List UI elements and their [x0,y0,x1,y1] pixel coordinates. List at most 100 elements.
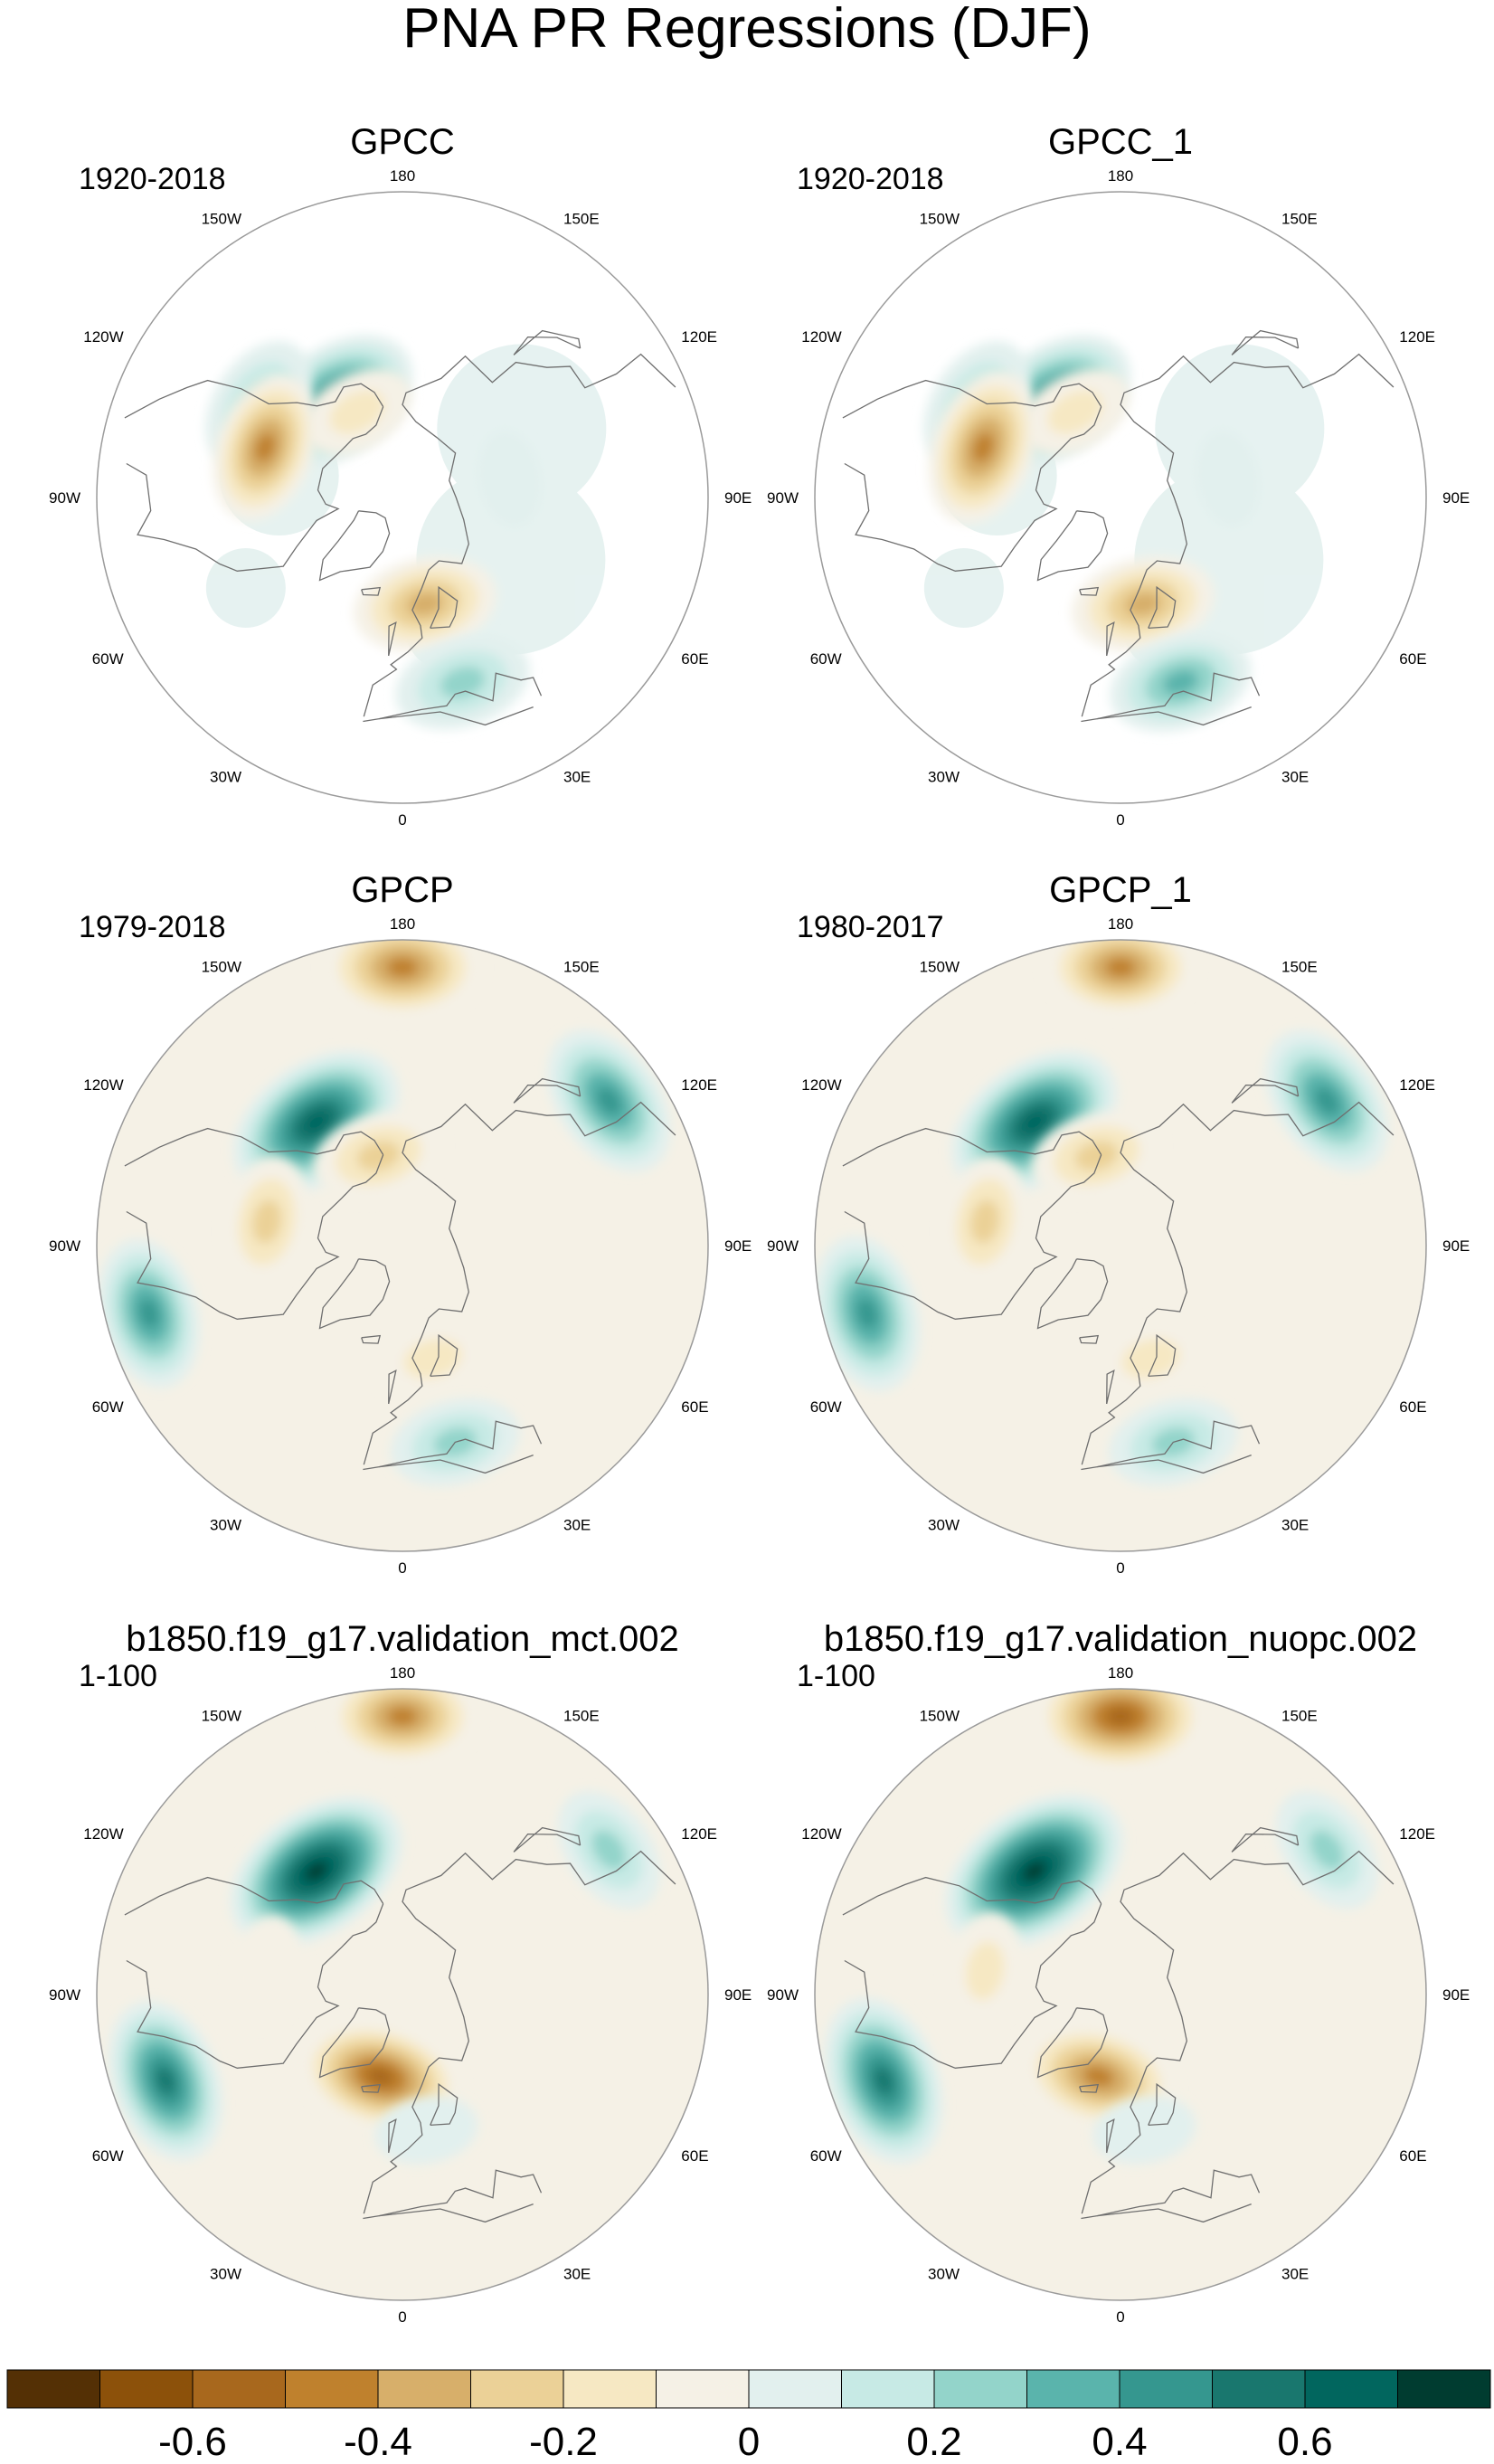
coastline [1148,2082,1177,2127]
longitude-label: 90E [724,489,752,507]
longitude-label: 120W [83,1076,123,1094]
longitude-label: 30W [928,1516,960,1533]
period-label: 1979-2018 [79,910,226,944]
longitude-label: 60E [1399,1398,1426,1416]
longitude-label: 120E [681,1825,717,1843]
map-background [97,1689,708,2300]
colorbar-tick-label: 0.6 [1277,2420,1332,2464]
coastline [1036,510,1109,582]
coastline [1148,585,1177,630]
anomaly-blob: East Asia: 0.3 [557,1791,660,1910]
anomaly-blob: Canada interior: -0.5 [928,371,1038,525]
longitude-label: 90W [49,1237,80,1255]
longitude-label: 120E [1399,1825,1435,1843]
coastline [318,510,391,582]
anomaly-blob: Europe: 0.1 [1092,2096,1196,2165]
colorbar-tick-label: -0.4 [344,2420,412,2464]
longitude-label: 60W [92,650,124,668]
panel-gpcc-1: Gulf of Alaska coast: 0.6Alaska interior… [767,122,1470,829]
coastlines [124,329,676,726]
longitude-label: 150E [563,959,600,976]
coastline [363,1454,534,1474]
panel-gpcp-1: Subtropical North Pacific: -0.45Gulf of … [767,870,1470,1577]
longitude-label: 0 [398,1559,406,1577]
longitude-label: 90W [49,489,80,507]
longitude-label: 30E [563,768,591,785]
longitude-label: 30W [928,768,960,785]
anomaly-blob: Gulf of Alaska: 0.8 [944,1794,1124,1949]
anomaly-blob: Subtropical Atlantic: 0.55 [108,2001,223,2161]
coastline [388,2118,397,2154]
anomaly-blob: Subtropical Atlantic: 0.45 [98,1238,200,1388]
colorbar-swatch [841,2369,935,2409]
coastline [126,1154,384,1320]
longitude-label: 60W [810,650,842,668]
longitude-label: 180 [1108,1664,1133,1682]
longitude-label: 150E [1281,959,1318,976]
coastline [1231,329,1300,355]
longitude-label: 120W [801,328,841,346]
coastline [1081,706,1252,726]
anomaly-blob: Subtropical Atlantic: 0.6 [824,1997,943,2164]
colorbar-swatch [192,2369,286,2409]
longitude-label: 150W [920,211,960,228]
longitude-label: 0 [1116,811,1124,829]
coastline [124,1127,384,1167]
anomaly-blob: Subtropical North Pacific: -0.45 [326,1689,478,1766]
coastline [318,2007,391,2079]
longitude-label: 150W [920,959,960,976]
colorbar-swatch [377,2369,471,2409]
coastline [363,353,676,717]
colorbar-tick-label: -0.6 [158,2420,227,2464]
longitude-label: 150W [920,1708,960,1725]
coastline [430,1333,459,1378]
coastline [361,2083,382,2093]
longitude-label: 30W [210,768,241,785]
longitude-label: 90E [724,1237,752,1255]
map-background [815,192,1426,803]
coastline [1231,1826,1300,1853]
longitude-label: 120W [83,328,123,346]
colorbar-swatch [748,2369,842,2409]
coastline [842,1127,1102,1167]
longitude-label: 120E [681,1076,717,1094]
longitude-label: 60W [92,1398,124,1416]
colorbar-swatch [1119,2369,1213,2409]
colorbar-tick-label: 0.4 [1092,2420,1147,2464]
longitude-label: 0 [398,2308,406,2326]
longitude-label: 30W [928,2265,960,2282]
coastline [126,1903,384,2069]
coastlines [124,1077,676,1474]
longitude-label: 60E [1399,2147,1426,2165]
longitude-label: 90W [767,1237,799,1255]
longitude-label: 150W [202,959,241,976]
coastline [379,672,543,720]
longitude-label: 120W [83,1825,123,1843]
land-area [923,547,1004,628]
longitude-label: 60E [681,2147,708,2165]
period-label: 1-100 [79,1659,157,1693]
coastline [126,406,384,572]
colorbar-tick-label: 0 [738,2420,760,2464]
coastline [1106,1369,1115,1405]
period-label: 1-100 [797,1659,875,1693]
longitude-label: 0 [1116,2308,1124,2326]
longitude-label: 120E [681,328,717,346]
anomaly-blob: Southern Europe: 0.4 [1110,632,1252,733]
coastlines [842,1826,1395,2223]
map-boundary [96,1688,709,2301]
coastline [363,1101,676,1465]
panels: Gulf of Alaska coast: 0.6Alaska interior… [49,122,1470,2326]
coastline [388,1369,397,1405]
map-boundary [96,191,709,804]
coastline [1079,2083,1100,2093]
coastline [1081,1850,1395,2214]
coastline [430,2082,459,2127]
anomaly-blob: Canada interior: -0.3 [223,1156,310,1287]
coastline [1081,1101,1395,1465]
coastline [379,2169,543,2217]
coastline [1081,1454,1252,1474]
anomaly-blob: Canada interior: -0.2 [946,1912,1024,2029]
coastline [1148,1333,1177,1378]
coastline [842,1876,1102,1916]
